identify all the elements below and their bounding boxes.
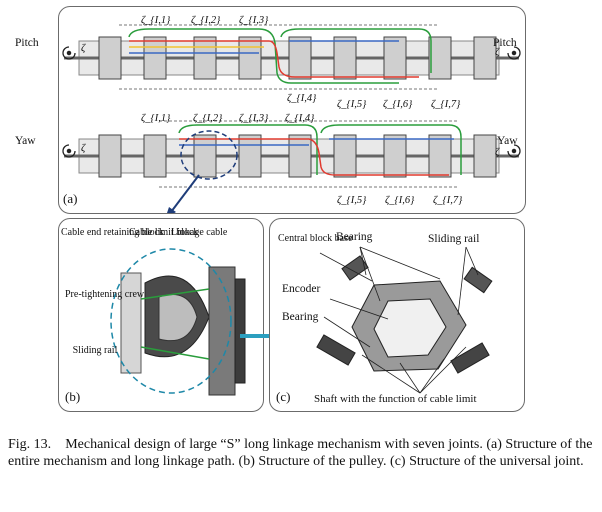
joint-symbol-yaw-right: ζ (495, 147, 500, 158)
zeta-mid-4: ζ_{I,4} (287, 93, 317, 104)
label-cable-limit-block: Cable limit block (129, 227, 199, 238)
pitch-label-left: Pitch (15, 37, 39, 49)
label-bearing-bottom: Bearing (282, 311, 319, 323)
label-pre-tightening-crew: Pre-tightening crew (65, 289, 145, 300)
yaw-label-left: Yaw (15, 135, 36, 147)
label-cable-end-retaining-block: Cable end retaining block (61, 227, 165, 238)
universal-joint-drawing (316, 246, 493, 394)
zeta-bottom-6: ζ_{I,6} (385, 195, 415, 206)
pitch-rotation-icon-right (507, 46, 521, 60)
pitch-rotation-icon-left (62, 46, 76, 60)
detail-arrow (170, 174, 200, 213)
label-sliding-rail: Sliding rail (72, 345, 118, 356)
pitch-mechanism (64, 24, 519, 90)
panel-b: Cable end retaining block Cable limit bl… (58, 218, 264, 412)
label-shaft-cable-limit: Shaft with the function of cable limit (314, 393, 477, 405)
joint-symbol-yaw-left: ζ (81, 143, 86, 154)
label-bearing-top: Bearing (336, 231, 373, 243)
zeta-mid-5: ζ_{I,5} (337, 99, 367, 110)
panel-b-tag: (b) (65, 389, 81, 404)
zeta-top-2: ζ_{I,2} (191, 15, 221, 26)
pulley-drawing (110, 248, 246, 396)
panel-c: Central block base Bearing Sliding rail … (269, 218, 525, 412)
label-sliding-rail-c: Sliding rail (428, 233, 480, 245)
panel-c-tag: (c) (276, 389, 291, 404)
panel-a: Pitch ζ Pitch ζ Yaw ζ Yaw ζ ζ_{I,1} ζ_{I… (15, 6, 526, 214)
yaw-rotation-icon-left (62, 144, 76, 158)
yaw-mechanism (64, 120, 519, 188)
label-encoder: Encoder (282, 283, 321, 295)
yaw-label-right: Yaw (497, 135, 518, 147)
figure-caption: Fig. 13. Mechanical design of large “S” … (8, 436, 596, 470)
zeta-top-1: ζ_{I,1} (141, 15, 171, 26)
zeta-mid-6: ζ_{I,6} (383, 99, 413, 110)
zeta-mid2-4: ζ_{I,4} (285, 113, 315, 124)
zeta-top-3: ζ_{I,3} (239, 15, 269, 26)
zeta-bottom-7: ζ_{I,7} (433, 195, 463, 206)
caption-text: Mechanical design of large “S” long link… (8, 437, 593, 469)
yaw-rotation-icon-right (507, 144, 521, 158)
panel-a-tag: (a) (63, 191, 78, 206)
zeta-mid2-2: ζ_{I,2} (193, 113, 223, 124)
label-central-block-base: Central block base (278, 233, 353, 244)
zeta-bottom-5: ζ_{I,5} (337, 195, 367, 206)
zeta-mid-7: ζ_{I,7} (431, 99, 461, 110)
caption-label: Fig. 13. (8, 437, 52, 452)
pitch-label-right: Pitch (493, 37, 517, 49)
zeta-mid2-3: ζ_{I,3} (239, 113, 269, 124)
label-linkage-cable: Linkage cable (171, 227, 228, 238)
joint-symbol-pitch-right: ζ (495, 47, 500, 58)
zeta-mid2-1: ζ_{I,1} (141, 113, 171, 124)
joint-symbol-pitch-left: ζ (81, 43, 86, 54)
linkage-mechanism-drawing (62, 24, 521, 213)
